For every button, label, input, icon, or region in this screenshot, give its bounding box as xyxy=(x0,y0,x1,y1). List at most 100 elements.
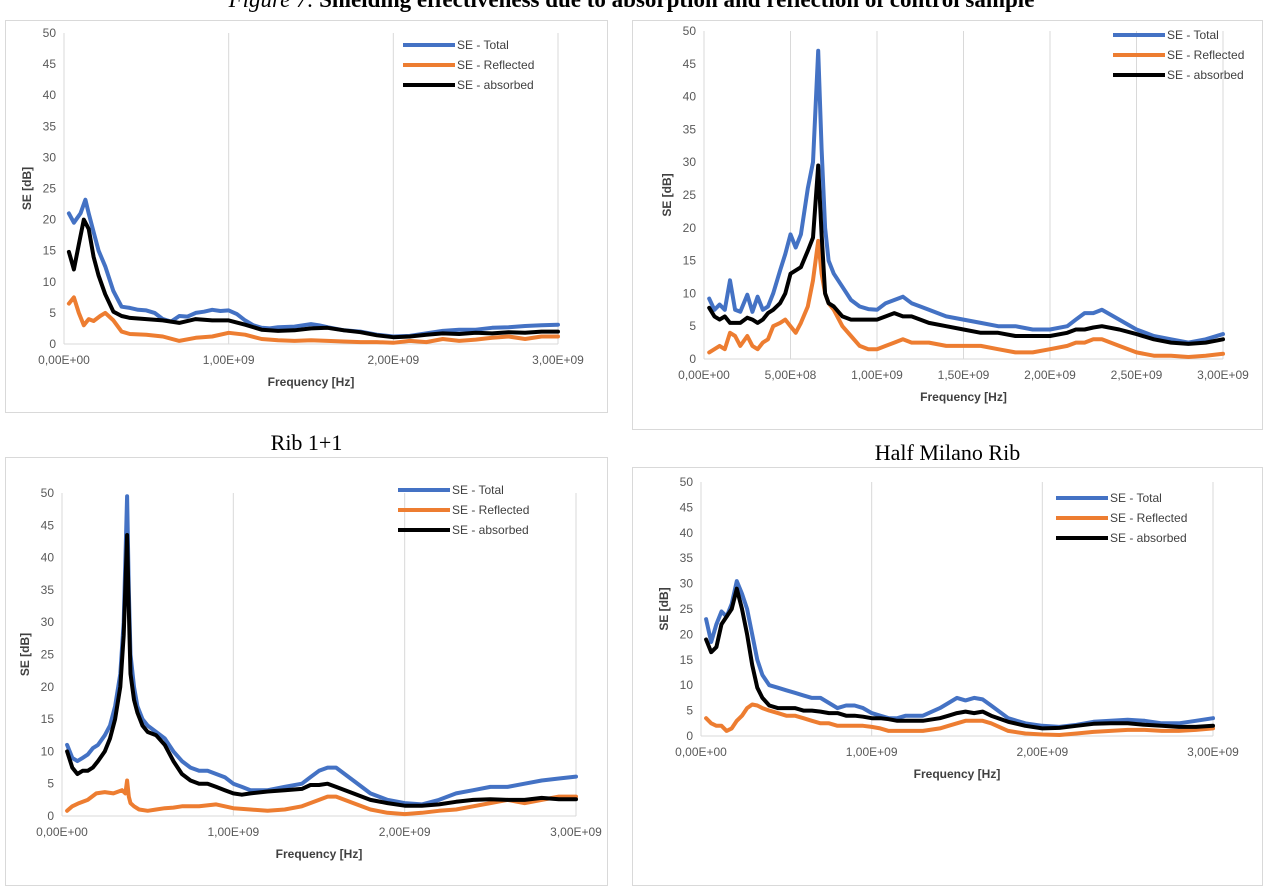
figure-label: Figure 7. xyxy=(229,0,314,12)
x-tick-label: 1,50E+09 xyxy=(938,368,990,382)
figure-title: Figure 7. Shielding effectiveness due to… xyxy=(0,0,1263,17)
legend-label-se-absorbed: SE - absorbed xyxy=(452,523,529,537)
y-tick-label: 25 xyxy=(43,182,57,196)
series-line-se-reflected xyxy=(66,295,560,345)
y-tick-label: 10 xyxy=(680,678,694,692)
chart-top-left: 0,00E+00 1,00E+09 2,00E+09 3,00E+09 0 5 10 15 20… xyxy=(20,26,584,389)
x-tick-label: 3,00E+09 xyxy=(532,353,584,367)
x-tick-label: 2,00E+09 xyxy=(1024,368,1076,382)
figure-caption: Shielding effectiveness due to absorptio… xyxy=(313,0,1034,12)
chart-bottom-right: 0,00E+00 1,00E+09 2,00E+09 3,00E+09 0 5 10 15 20… xyxy=(657,475,1239,781)
legend-label-se-absorbed: SE - absorbed xyxy=(1110,531,1187,545)
series-line-se-absorbed xyxy=(65,533,578,808)
y-axis-title: SE [dB] xyxy=(657,587,671,630)
series-line-se-absorbed xyxy=(707,163,1225,346)
legend-label-se-total: SE - Total xyxy=(1110,491,1162,505)
legend-label-se-absorbed: SE - absorbed xyxy=(457,78,534,92)
series-line-se-reflected xyxy=(704,702,1215,737)
series-line-se-total xyxy=(707,48,1225,345)
y-axis-title: SE [dB] xyxy=(660,173,674,216)
x-tick-label: 3,00E+09 xyxy=(1187,745,1239,759)
y-tick-label: 5 xyxy=(686,704,693,718)
series-line-se-reflected xyxy=(707,238,1225,359)
y-tick-label: 20 xyxy=(41,680,55,694)
x-tick-label: 0,00E+00 xyxy=(675,745,727,759)
y-tick-label: 15 xyxy=(43,244,57,258)
y-tick-label: 25 xyxy=(680,602,694,616)
y-tick-label: 0 xyxy=(686,729,693,743)
x-tick-label: 2,00E+09 xyxy=(379,825,431,839)
y-tick-label: 45 xyxy=(680,500,694,514)
legend-label-se-reflected: SE - Reflected xyxy=(1110,511,1187,525)
x-tick-label: 2,50E+09 xyxy=(1111,368,1163,382)
y-axis-title: SE [dB] xyxy=(20,167,34,210)
x-tick-label: 1,00E+09 xyxy=(846,745,898,759)
y-tick-label: 10 xyxy=(683,286,697,300)
y-tick-label: 15 xyxy=(680,653,694,667)
y-tick-label: 30 xyxy=(43,150,57,164)
chart-bottom-left: 0,00E+00 1,00E+09 2,00E+09 3,00E+09 0 5 10 15 20… xyxy=(18,483,602,861)
y-tick-label: 45 xyxy=(43,57,57,71)
y-tick-label: 45 xyxy=(683,57,697,71)
x-tick-label: 1,00E+09 xyxy=(203,353,255,367)
y-tick-label: 20 xyxy=(43,213,57,227)
y-axis-title: SE [dB] xyxy=(18,633,32,676)
series-line-se-absorbed xyxy=(704,586,1215,731)
chart-panel-bottom-right: 0,00E+00 1,00E+09 2,00E+09 3,00E+09 0 5 10 15 20… xyxy=(632,467,1263,886)
legend-label-se-total: SE - Total xyxy=(452,483,504,497)
y-tick-label: 15 xyxy=(683,254,697,268)
series-line-se-total xyxy=(66,197,560,339)
x-tick-label: 3,00E+09 xyxy=(1197,368,1249,382)
legend-label-se-reflected: SE - Reflected xyxy=(457,58,534,72)
y-tick-label: 15 xyxy=(41,712,55,726)
x-tick-label: 0,00E+00 xyxy=(38,353,90,367)
x-axis-title: Frequency [Hz] xyxy=(920,390,1007,404)
y-tick-label: 50 xyxy=(680,475,694,489)
y-tick-label: 20 xyxy=(683,221,697,235)
panel-title-rib: Rib 1+1 xyxy=(270,430,343,455)
y-tick-label: 35 xyxy=(680,551,694,565)
series-line-se-reflected xyxy=(65,778,578,817)
x-tick-label: 2,00E+09 xyxy=(1016,745,1068,759)
x-tick-label: 5,00E+08 xyxy=(765,368,817,382)
legend-label-se-total: SE - Total xyxy=(1167,28,1219,42)
chart-panel-top-right: 0,00E+00 5,00E+08 1,00E+09 1,50E+09 2,00E+09… xyxy=(632,20,1263,430)
y-tick-label: 5 xyxy=(689,319,696,333)
y-tick-label: 40 xyxy=(41,551,55,565)
y-tick-label: 25 xyxy=(41,648,55,662)
x-tick-label: 0,00E+00 xyxy=(678,368,730,382)
y-tick-label: 40 xyxy=(43,88,57,102)
y-tick-label: 20 xyxy=(680,627,694,641)
series-line-se-total xyxy=(704,579,1215,729)
legend-label-se-reflected: SE - Reflected xyxy=(1167,48,1244,62)
y-tick-label: 35 xyxy=(683,122,697,136)
series-line-se-absorbed xyxy=(66,217,560,340)
x-axis-title: Frequency [Hz] xyxy=(914,767,1001,781)
y-tick-label: 30 xyxy=(683,155,697,169)
y-tick-label: 0 xyxy=(689,352,696,366)
legend-label-se-total: SE - Total xyxy=(457,38,509,52)
y-tick-label: 50 xyxy=(43,26,57,40)
x-tick-label: 1,00E+09 xyxy=(851,368,903,382)
panel-title-half-milano-rib: Half Milano Rib xyxy=(874,440,1021,465)
x-tick-label: 2,00E+09 xyxy=(367,353,419,367)
chart-panel-bottom-left: 0,00E+00 1,00E+09 2,00E+09 3,00E+09 0 5 10 15 20… xyxy=(5,457,608,886)
x-tick-label: 3,00E+09 xyxy=(550,825,602,839)
y-tick-label: 10 xyxy=(43,275,57,289)
y-tick-label: 5 xyxy=(49,306,56,320)
series-line-se-total xyxy=(65,494,578,807)
legend-label-se-reflected: SE - Reflected xyxy=(452,503,529,517)
y-tick-label: 25 xyxy=(683,188,697,202)
y-tick-label: 10 xyxy=(41,744,55,758)
y-tick-label: 0 xyxy=(49,337,56,351)
y-tick-label: 40 xyxy=(683,90,697,104)
legend-label-se-absorbed: SE - absorbed xyxy=(1167,68,1244,82)
y-tick-label: 50 xyxy=(683,24,697,38)
y-tick-label: 30 xyxy=(680,577,694,591)
y-tick-label: 50 xyxy=(41,486,55,500)
y-tick-label: 0 xyxy=(47,809,54,823)
y-tick-label: 35 xyxy=(41,583,55,597)
y-tick-label: 30 xyxy=(41,615,55,629)
x-tick-label: 1,00E+09 xyxy=(207,825,259,839)
chart-top-right: 0,00E+00 5,00E+08 1,00E+09 1,50E+09 2,00E+09… xyxy=(660,24,1249,404)
